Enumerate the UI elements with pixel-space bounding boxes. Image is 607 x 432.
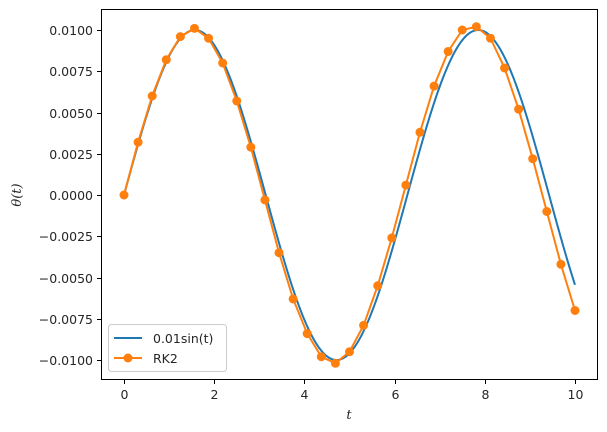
y-axis-label: θ(t) — [10, 183, 25, 206]
rk2-data-point — [556, 259, 566, 269]
y-tick-label: 0.0025 — [49, 147, 93, 162]
rk2-data-point — [401, 180, 411, 190]
x-tick-label: 8 — [482, 387, 490, 402]
rk2-data-point — [175, 32, 185, 42]
x-tick-label: 0 — [121, 387, 129, 402]
rk2-data-point — [119, 190, 129, 200]
x-tick-label: 6 — [392, 387, 400, 402]
plot-area — [119, 22, 580, 368]
y-tick-label: 0.0075 — [49, 64, 93, 79]
rk2-data-point — [457, 25, 467, 35]
rk2-data-point — [232, 96, 242, 106]
rk2-data-point — [204, 33, 214, 43]
rk2-data-point — [218, 58, 228, 68]
y-tick-label: 0.0100 — [49, 23, 93, 38]
rk2-data-point — [500, 63, 510, 73]
y-tick-label: 0.0000 — [49, 188, 93, 203]
x-axis-label: t — [346, 408, 352, 423]
legend-marker-rk2 — [123, 353, 133, 363]
axes-frame — [101, 9, 598, 380]
rk2-data-point — [471, 22, 481, 32]
legend-label-sin: 0.01sin(t) — [153, 331, 213, 346]
rk2-data-point — [528, 154, 538, 164]
x-tick-label: 10 — [568, 387, 584, 402]
y-axis: −0.0100 −0.0075 −0.0050 −0.0025 0.0000 0.0025… — [39, 23, 101, 368]
rk2-data-point — [485, 33, 495, 43]
x-tick-label: 2 — [211, 387, 219, 402]
rk2-data-point — [429, 81, 439, 91]
rk2-data-point — [570, 306, 580, 315]
y-tick-label: −0.0050 — [39, 271, 93, 286]
rk2-data-point — [387, 233, 397, 243]
rk2-data-point — [542, 207, 552, 216]
rk2-data-point — [373, 281, 383, 291]
y-tick-label: −0.0100 — [39, 353, 93, 368]
rk2-data-point — [415, 127, 425, 137]
rk2-data-point — [330, 358, 340, 368]
x-axis: 0 2 4 6 8 10 — [121, 380, 584, 402]
y-tick-label: −0.0025 — [39, 229, 93, 244]
rk2-data-point — [514, 104, 524, 114]
rk2-data-point — [288, 294, 298, 304]
legend: 0.01sin(t) RK2 — [108, 324, 227, 372]
y-tick-label: 0.0050 — [49, 106, 93, 121]
x-tick-label: 4 — [301, 387, 309, 402]
rk2-data-point — [443, 46, 453, 56]
legend-box — [108, 324, 227, 372]
rk2-data-point — [302, 329, 312, 339]
rk2-data-point — [359, 320, 369, 330]
rk2-data-point — [147, 91, 157, 101]
rk2-data-point — [345, 347, 354, 357]
rk2-data-point — [189, 23, 199, 33]
rk2-data-point — [133, 137, 143, 147]
rk2-data-point — [316, 352, 326, 362]
rk2-data-point — [274, 248, 284, 258]
rk2-data-point — [161, 55, 171, 65]
legend-label-rk2: RK2 — [153, 351, 178, 366]
rk2-data-point — [246, 142, 256, 152]
rk2-data-point — [260, 195, 270, 205]
y-tick-label: −0.0075 — [39, 312, 93, 327]
